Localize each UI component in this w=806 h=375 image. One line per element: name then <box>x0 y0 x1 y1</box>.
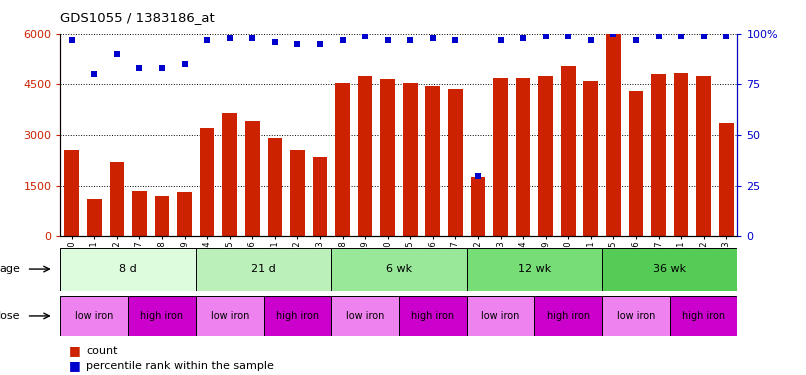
Bar <box>196 296 264 336</box>
Bar <box>606 34 621 236</box>
Text: low iron: low iron <box>75 311 114 321</box>
Text: high iron: high iron <box>546 311 590 321</box>
Bar <box>403 83 418 236</box>
Text: ■: ■ <box>69 344 81 357</box>
Bar <box>538 76 553 236</box>
Text: percentile rank within the sample: percentile rank within the sample <box>86 361 274 370</box>
Bar <box>64 150 79 236</box>
Bar <box>670 296 737 336</box>
Bar <box>629 91 643 236</box>
Text: 12 wk: 12 wk <box>517 264 551 274</box>
Text: high iron: high iron <box>682 311 725 321</box>
Text: ■: ■ <box>69 359 81 372</box>
Bar <box>651 74 666 236</box>
Bar <box>380 80 395 236</box>
Bar <box>87 199 102 236</box>
Bar <box>128 296 196 336</box>
Bar <box>331 296 399 336</box>
Bar <box>448 90 463 236</box>
Bar <box>399 296 467 336</box>
Bar <box>264 296 331 336</box>
Bar <box>196 248 331 291</box>
Bar <box>561 66 575 236</box>
Bar <box>60 296 128 336</box>
Bar <box>467 296 534 336</box>
Bar <box>719 123 733 236</box>
Bar <box>358 76 372 236</box>
Bar <box>493 78 508 236</box>
Bar <box>467 248 602 291</box>
Text: low iron: low iron <box>617 311 655 321</box>
Bar <box>313 157 327 236</box>
Text: age: age <box>0 264 20 274</box>
Bar <box>132 190 147 236</box>
Bar <box>177 192 192 236</box>
Text: 6 wk: 6 wk <box>386 264 412 274</box>
Bar <box>602 248 737 291</box>
Bar <box>534 296 602 336</box>
Bar <box>335 83 350 236</box>
Text: count: count <box>86 346 118 355</box>
Bar <box>222 113 237 236</box>
Bar <box>268 138 282 236</box>
Text: high iron: high iron <box>140 311 184 321</box>
Text: GDS1055 / 1383186_at: GDS1055 / 1383186_at <box>60 11 215 24</box>
Bar <box>674 73 688 236</box>
Text: high iron: high iron <box>276 311 319 321</box>
Text: low iron: low iron <box>481 311 520 321</box>
Bar <box>155 196 169 236</box>
Text: 36 wk: 36 wk <box>653 264 687 274</box>
Bar <box>584 81 598 236</box>
Text: 8 d: 8 d <box>119 264 137 274</box>
Text: dose: dose <box>0 311 20 321</box>
Bar <box>110 162 124 236</box>
Text: low iron: low iron <box>210 311 249 321</box>
Text: 21 d: 21 d <box>251 264 276 274</box>
Bar <box>516 78 530 236</box>
Bar <box>290 150 305 236</box>
Bar <box>245 122 260 236</box>
Text: low iron: low iron <box>346 311 384 321</box>
Bar <box>602 296 670 336</box>
Text: high iron: high iron <box>411 311 455 321</box>
Bar <box>331 248 467 291</box>
Bar <box>471 177 485 236</box>
Bar <box>696 76 711 236</box>
Bar <box>60 248 196 291</box>
Bar <box>200 128 214 236</box>
Bar <box>426 86 440 236</box>
